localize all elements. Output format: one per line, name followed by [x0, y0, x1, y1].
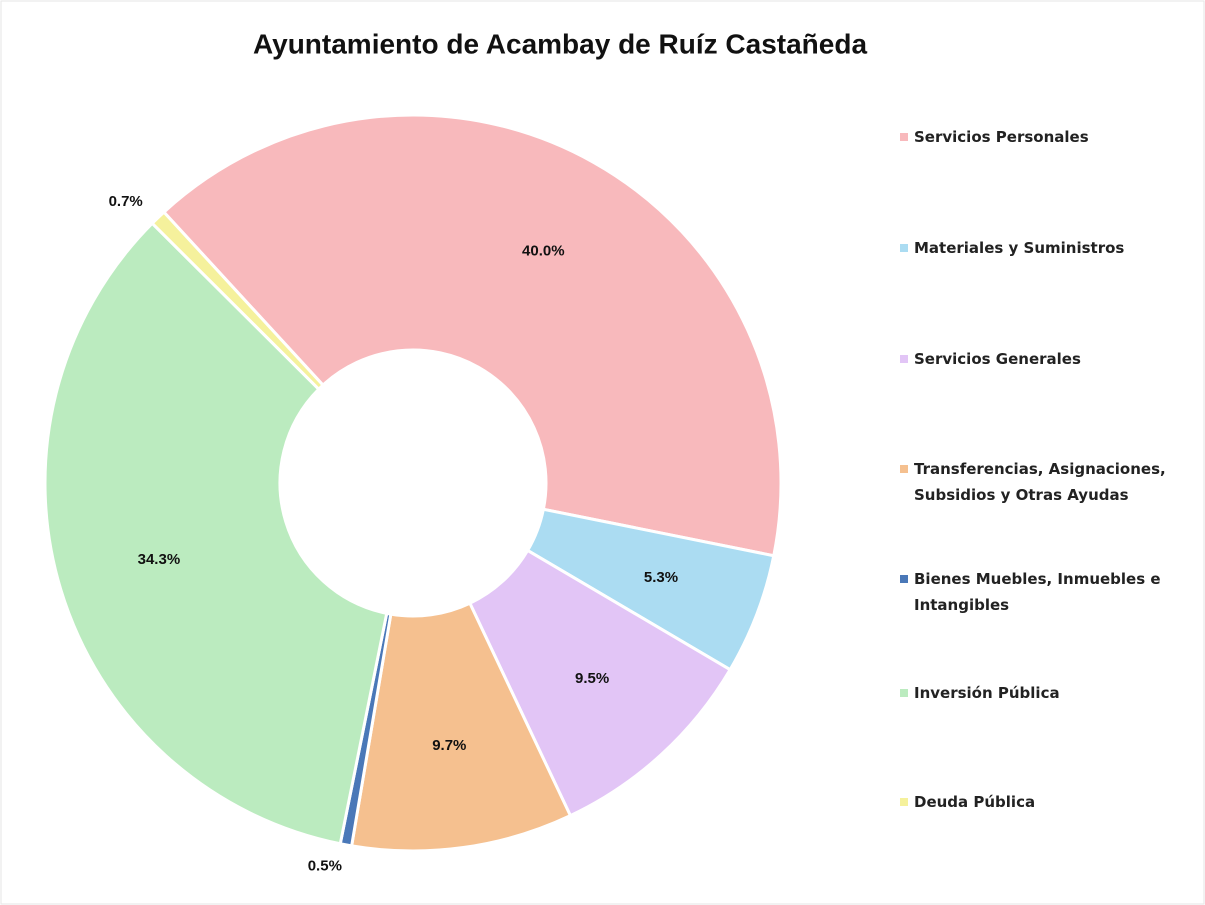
legend-entry: Materiales y Suministros	[900, 235, 1204, 261]
legend-swatch	[900, 798, 908, 806]
legend-label: Deuda Pública	[914, 793, 1036, 811]
data-label: 0.5%	[308, 857, 342, 874]
data-label: 0.7%	[109, 193, 143, 210]
legend-entry: Deuda Pública	[900, 789, 1204, 815]
legend-entry: Bienes Muebles, Inmuebles e Intangibles	[900, 566, 1204, 618]
legend-label: Servicios Personales	[914, 128, 1089, 146]
legend-label: Transferencias, Asignaciones, Subsidios …	[914, 460, 1166, 504]
legend-swatch	[900, 355, 908, 363]
chart-title: Ayuntamiento de Acambay de Ruíz Castañed…	[253, 28, 868, 59]
data-label: 40.0%	[522, 243, 565, 260]
legend-entry: Servicios Personales	[900, 124, 1204, 150]
data-label: 34.3%	[138, 551, 181, 568]
legend-swatch	[900, 689, 908, 697]
donut-slice	[467, 548, 733, 818]
legend-label: Servicios Generales	[914, 350, 1081, 368]
donut-slice	[161, 113, 783, 558]
legend-entry: Servicios Generales	[900, 346, 1204, 372]
legend-swatch	[900, 244, 908, 252]
legend-label: Inversión Pública	[914, 684, 1060, 702]
legend-label: Bienes Muebles, Inmuebles e Intangibles	[914, 570, 1161, 614]
legend-swatch	[900, 133, 908, 141]
legend-swatch	[900, 575, 908, 583]
donut-slice	[43, 221, 389, 846]
legend-entry: Transferencias, Asignaciones, Subsidios …	[900, 456, 1204, 508]
data-label: 5.3%	[644, 569, 678, 586]
donut-slice	[349, 601, 573, 853]
legend-label: Materiales y Suministros	[914, 239, 1125, 257]
donut-slice	[150, 209, 326, 392]
data-label: 9.7%	[432, 737, 466, 754]
legend-swatch	[900, 465, 908, 473]
data-label: 9.5%	[575, 670, 609, 687]
legend-entry: Inversión Pública	[900, 680, 1204, 706]
